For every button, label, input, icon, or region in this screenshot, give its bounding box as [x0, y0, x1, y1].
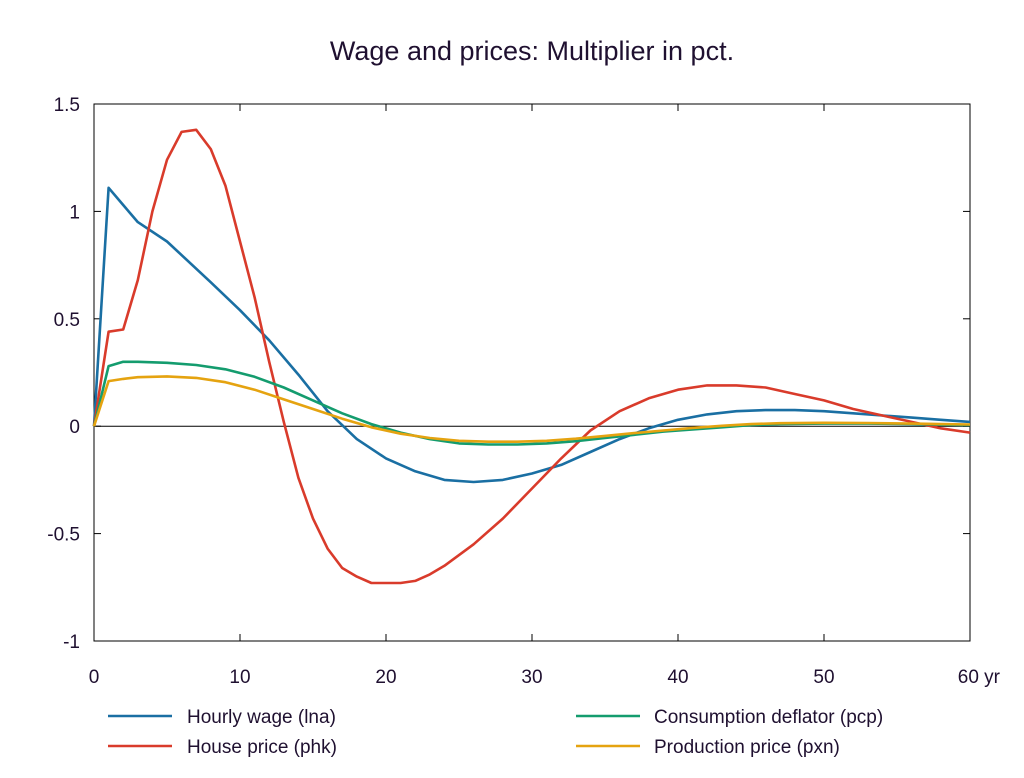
x-tick-label: 30: [521, 667, 542, 688]
series-line-2: [92, 128, 971, 585]
y-tick-label: -0.5: [47, 525, 80, 546]
series-line-4: [92, 375, 971, 443]
x-tick-label: 50: [813, 667, 834, 688]
legend-label: House price (phk): [187, 737, 337, 758]
axes: 1.5 1 0.5 0 -0.5 -1 0 10 20 30 40 50 60 yr: [47, 95, 1000, 688]
series-line-3: [92, 360, 971, 446]
y-tick-label: 0.5: [54, 310, 80, 331]
y-tick-label: 0: [69, 417, 80, 438]
x-tick-label: 0: [89, 667, 100, 688]
x-tick-label: 20: [375, 667, 396, 688]
y-tick-label: -1: [63, 632, 80, 653]
legend: Hourly wage (lna) Consumption deflator (p…: [108, 707, 883, 758]
legend-label: Hourly wage (lna): [187, 707, 336, 728]
series-lines: [92, 128, 971, 585]
legend-label: Production price (pxn): [654, 737, 840, 758]
series-line-1: [92, 186, 971, 484]
chart-title: Wage and prices: Multiplier in pct.: [330, 36, 734, 66]
y-tick-label: 1: [69, 202, 80, 223]
legend-label: Consumption deflator (pcp): [654, 707, 883, 728]
y-tick-label: 1.5: [54, 95, 80, 116]
x-tick-label: 10: [229, 667, 250, 688]
x-tick-label: 60 yr: [958, 667, 1001, 688]
x-tick-label: 40: [667, 667, 688, 688]
